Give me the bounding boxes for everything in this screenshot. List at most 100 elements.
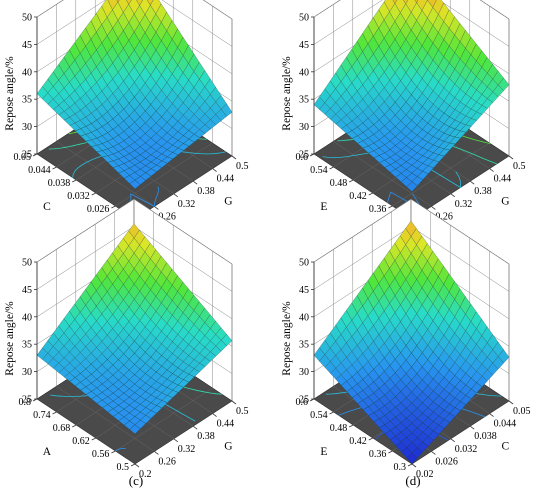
y-tick-label: 0.044 xyxy=(28,165,51,176)
y-tick xyxy=(111,450,116,454)
y-tick-label: 0.6 xyxy=(296,397,309,408)
x-tick-label: 0.044 xyxy=(494,419,516,430)
z-tick-label: 25 xyxy=(22,150,32,161)
x-tick xyxy=(508,400,514,405)
y-tick-label: 0.3 xyxy=(394,462,407,473)
y-tick-label: 0.42 xyxy=(349,436,367,447)
floor-gridline xyxy=(115,387,213,452)
z-tick-label: 40 xyxy=(22,312,32,323)
floor-gridline xyxy=(333,141,432,207)
z-axis: 25 30 35 40 45 50 Repose angle/% xyxy=(4,258,38,406)
y-tick-label: 0.36 xyxy=(369,449,387,460)
z-tick-label: 25 xyxy=(299,150,309,161)
x-tick xyxy=(231,400,237,405)
y-tick xyxy=(388,450,393,454)
z-tick-label: 45 xyxy=(22,285,32,296)
y-tick-label: 0.56 xyxy=(92,449,110,460)
z-axis-label: Repose angle/% xyxy=(4,56,16,131)
z-tick-label: 30 xyxy=(299,367,309,378)
z-tick-label: 40 xyxy=(299,312,309,323)
y-tick xyxy=(72,424,77,428)
z-tick-label: 35 xyxy=(299,340,309,351)
y-tick xyxy=(407,463,413,467)
response-surface xyxy=(36,0,233,190)
surface-panel-c: 25 30 35 40 45 50 Repose angle/% 0.5 0.560.620.6… xyxy=(4,198,249,488)
x-tick xyxy=(450,438,456,443)
y-tick xyxy=(309,398,315,402)
x-axis-label: G xyxy=(501,195,509,207)
y-tick xyxy=(91,192,96,196)
wall-gridline xyxy=(36,0,233,47)
surface-cell xyxy=(406,452,418,465)
floor-gridline xyxy=(56,386,155,452)
y-tick xyxy=(349,179,354,183)
surface-cell xyxy=(129,424,141,435)
surface-cell xyxy=(414,0,419,4)
y-axis-label: E xyxy=(320,446,327,458)
x-tick-label: 0.038 xyxy=(474,431,497,442)
x-tick-label: 0.02 xyxy=(416,469,434,480)
x-tick-label: 0.5 xyxy=(236,161,249,172)
y-axis: 0.3 0.360.420.480.540.6 E xyxy=(296,397,413,473)
panel-caption: (c) xyxy=(129,473,143,488)
z-tick-label: 35 xyxy=(22,95,32,106)
z-tick-label: 50 xyxy=(299,258,309,269)
x-tick-label: 0.05 xyxy=(513,406,531,417)
x-tick-label: 0.26 xyxy=(158,456,176,467)
y-tick-label: 0.6 xyxy=(296,152,309,163)
y-tick xyxy=(309,153,315,157)
x-tick-label: 0.5 xyxy=(513,161,526,172)
z-tick-label: 45 xyxy=(22,40,32,51)
z-axis: 25 30 35 40 45 50 Repose angle/% xyxy=(281,258,315,406)
y-tick-label: 0.74 xyxy=(33,410,51,421)
y-tick-label: 0.8 xyxy=(19,397,32,408)
z-tick-label: 25 xyxy=(22,395,32,406)
surface-cell xyxy=(146,0,154,6)
y-tick-label: 0.5 xyxy=(117,462,130,473)
z-tick-label: 30 xyxy=(22,122,32,133)
z-tick-label: 50 xyxy=(22,13,32,24)
x-tick-label: 0.26 xyxy=(158,211,176,222)
response-surface xyxy=(313,0,510,192)
y-tick-label: 0.038 xyxy=(48,178,71,189)
surface-cell xyxy=(136,0,144,6)
y-tick-label: 0.54 xyxy=(310,410,328,421)
y-tick-label: 0.05 xyxy=(14,152,32,163)
x-tick xyxy=(192,180,198,185)
z-axis-label: Repose angle/% xyxy=(4,301,16,376)
x-tick xyxy=(431,451,436,455)
floor-gridline xyxy=(392,142,490,207)
x-tick xyxy=(212,413,217,417)
y-tick xyxy=(52,166,57,170)
z-axis: 25 30 35 40 45 50 Repose angle/% xyxy=(281,13,315,161)
z-tick-label: 35 xyxy=(22,340,32,351)
z-tick-label: 45 xyxy=(299,40,309,51)
surface-cell xyxy=(406,181,418,192)
surface-cell xyxy=(116,0,120,3)
contour-line xyxy=(115,447,126,452)
z-tick-label: 40 xyxy=(299,67,309,78)
x-tick-label: 0.32 xyxy=(178,444,196,455)
contour-line xyxy=(387,191,425,212)
x-tick xyxy=(489,413,494,417)
x-axis-label: G xyxy=(224,440,232,452)
surface-cell xyxy=(129,179,141,190)
y-axis-label: C xyxy=(43,201,51,213)
y-tick xyxy=(349,424,354,428)
y-tick-label: 0.026 xyxy=(87,204,110,215)
response-surface xyxy=(36,223,233,435)
x-axis: 0.2 0.260.320.380.440.5 G xyxy=(134,400,249,480)
y-axis: 0.5 0.560.620.680.740.8 A xyxy=(19,397,136,473)
x-tick-label: 0.032 xyxy=(455,444,478,455)
z-axis: 25 30 35 40 45 50 Repose angle/% xyxy=(4,13,38,161)
y-tick-label: 0.42 xyxy=(349,191,367,202)
x-tick-label: 0.44 xyxy=(494,174,512,185)
x-tick xyxy=(411,463,417,468)
x-axis-label: C xyxy=(502,440,510,452)
x-tick-label: 0.5 xyxy=(236,406,249,417)
y-tick xyxy=(91,437,96,441)
panel-caption: (d) xyxy=(405,473,420,488)
